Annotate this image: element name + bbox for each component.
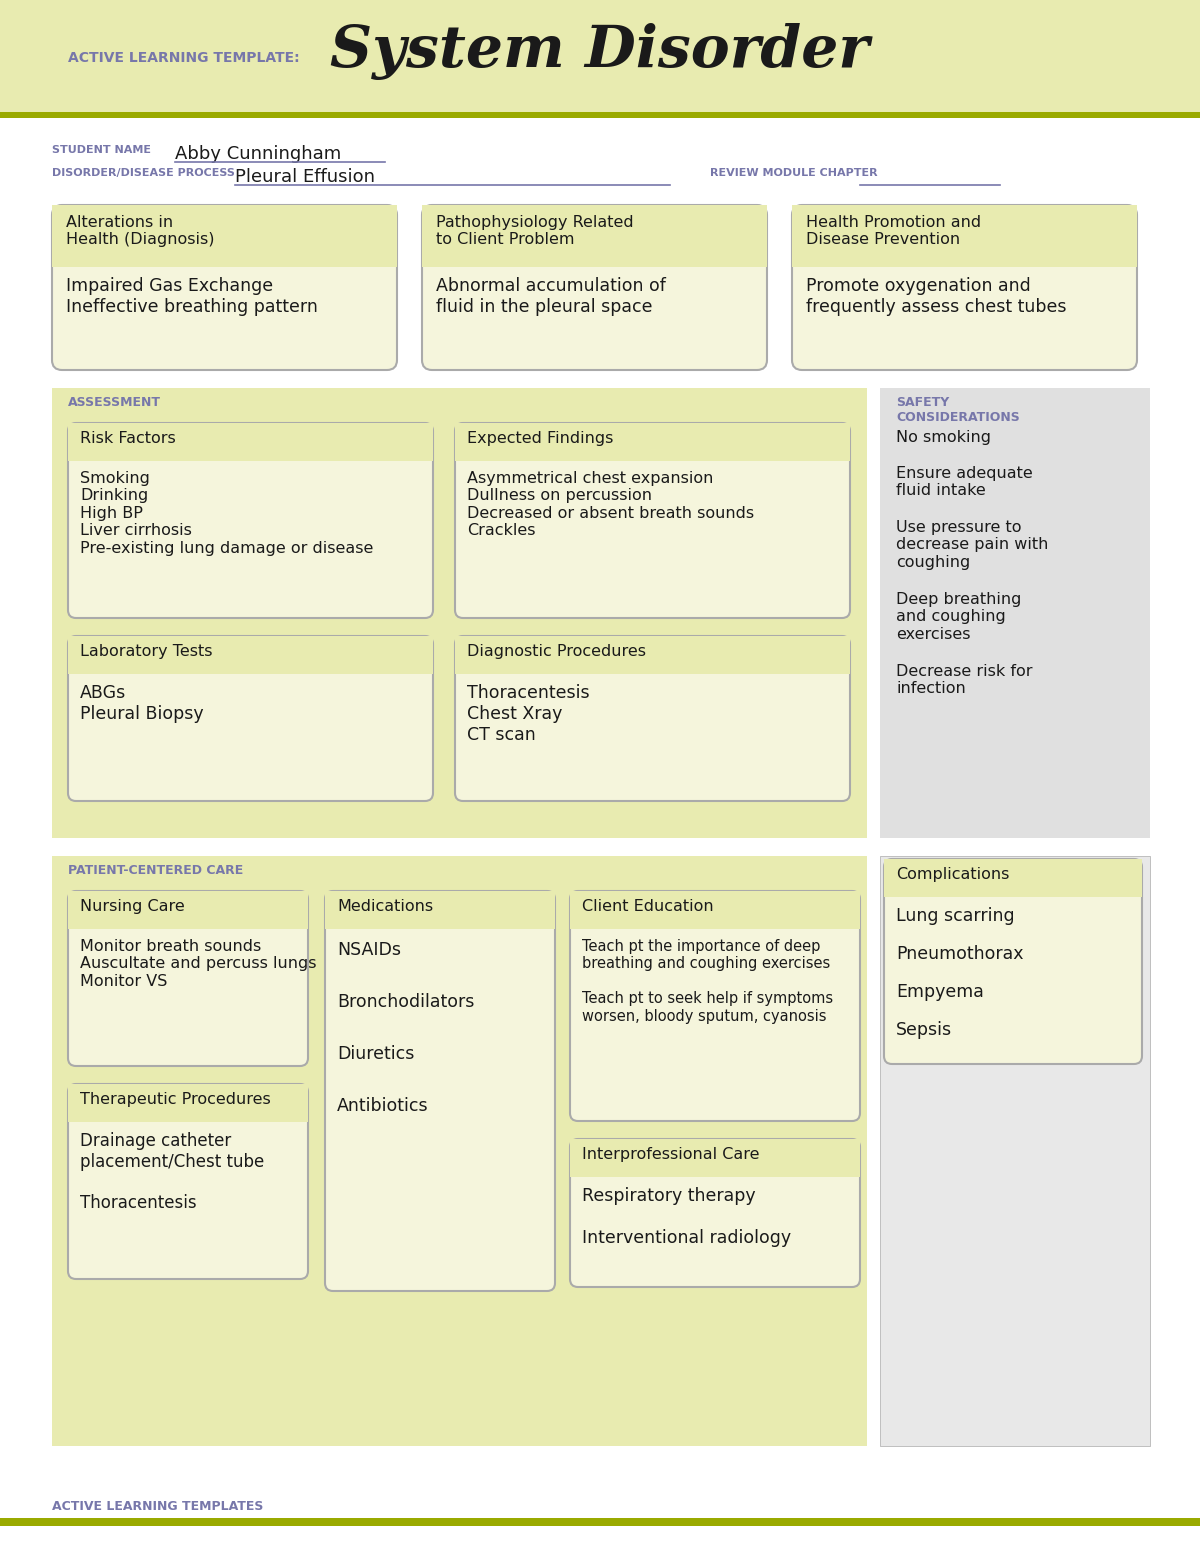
Bar <box>570 1138 860 1177</box>
Text: Diagnostic Procedures: Diagnostic Procedures <box>467 644 646 658</box>
Text: Use pressure to
decrease pain with
coughing: Use pressure to decrease pain with cough… <box>896 520 1049 570</box>
Text: DISORDER/DISEASE PROCESS: DISORDER/DISEASE PROCESS <box>52 168 235 179</box>
Text: Alterations in
Health (Diagnosis): Alterations in Health (Diagnosis) <box>66 214 215 247</box>
Text: ACTIVE LEARNING TEMPLATES: ACTIVE LEARNING TEMPLATES <box>52 1500 263 1513</box>
Text: Abby Cunningham: Abby Cunningham <box>175 144 341 163</box>
FancyBboxPatch shape <box>884 859 1142 1064</box>
Bar <box>68 1084 308 1121</box>
Text: Teach pt the importance of deep
breathing and coughing exercises

Teach pt to se: Teach pt the importance of deep breathin… <box>582 940 833 1023</box>
Text: Lung scarring: Lung scarring <box>896 907 1015 926</box>
Text: Abnormal accumulation of
fluid in the pleural space: Abnormal accumulation of fluid in the pl… <box>436 276 666 315</box>
Text: Laboratory Tests: Laboratory Tests <box>80 644 212 658</box>
Text: Impaired Gas Exchange
Ineffective breathing pattern: Impaired Gas Exchange Ineffective breath… <box>66 276 318 315</box>
Text: STUDENT NAME: STUDENT NAME <box>52 144 151 155</box>
Text: SAFETY
CONSIDERATIONS: SAFETY CONSIDERATIONS <box>896 396 1020 424</box>
Bar <box>455 422 850 461</box>
Text: Ensure adequate
fluid intake: Ensure adequate fluid intake <box>896 466 1033 499</box>
Text: System Disorder: System Disorder <box>330 23 869 81</box>
Bar <box>0 0 1200 115</box>
Text: Monitor breath sounds
Auscultate and percuss lungs
Monitor VS: Monitor breath sounds Auscultate and per… <box>80 940 317 989</box>
Text: Pleural Effusion: Pleural Effusion <box>235 168 374 186</box>
Bar <box>68 891 308 929</box>
Text: Interprofessional Care: Interprofessional Care <box>582 1148 760 1162</box>
Text: Smoking
Drinking
High BP
Liver cirrhosis
Pre-existing lung damage or disease: Smoking Drinking High BP Liver cirrhosis… <box>80 471 373 556</box>
Text: NSAIDs: NSAIDs <box>337 941 401 960</box>
Text: Pneumothorax: Pneumothorax <box>896 944 1024 963</box>
Text: Bronchodilators: Bronchodilators <box>337 992 474 1011</box>
Bar <box>880 388 1150 839</box>
Text: PATIENT-CENTERED CARE: PATIENT-CENTERED CARE <box>68 863 244 877</box>
Text: Empyema: Empyema <box>896 983 984 1002</box>
FancyBboxPatch shape <box>68 1084 308 1280</box>
Text: Nursing Care: Nursing Care <box>80 899 185 915</box>
Bar <box>52 856 866 1446</box>
FancyBboxPatch shape <box>52 205 397 370</box>
Bar <box>422 205 767 267</box>
Bar <box>792 205 1138 267</box>
FancyBboxPatch shape <box>68 422 433 618</box>
Text: Asymmetrical chest expansion
Dullness on percussion
Decreased or absent breath s: Asymmetrical chest expansion Dullness on… <box>467 471 754 539</box>
FancyBboxPatch shape <box>455 637 850 801</box>
Text: ABGs
Pleural Biopsy: ABGs Pleural Biopsy <box>80 683 204 722</box>
Text: Expected Findings: Expected Findings <box>467 432 613 446</box>
Text: No smoking: No smoking <box>896 430 991 446</box>
FancyBboxPatch shape <box>792 205 1138 370</box>
Bar <box>68 422 433 461</box>
FancyBboxPatch shape <box>325 891 554 1291</box>
Text: Thoracentesis
Chest Xray
CT scan: Thoracentesis Chest Xray CT scan <box>467 683 589 744</box>
Bar <box>884 859 1142 898</box>
Text: Drainage catheter
placement/Chest tube

Thoracentesis: Drainage catheter placement/Chest tube T… <box>80 1132 264 1213</box>
Text: Client Education: Client Education <box>582 899 714 915</box>
FancyBboxPatch shape <box>570 1138 860 1287</box>
FancyBboxPatch shape <box>68 891 308 1065</box>
Text: Risk Factors: Risk Factors <box>80 432 175 446</box>
Text: Medications: Medications <box>337 899 433 915</box>
Text: Decrease risk for
infection: Decrease risk for infection <box>896 665 1032 696</box>
Bar <box>0 1517 1200 1527</box>
Text: Respiratory therapy

Interventional radiology: Respiratory therapy Interventional radio… <box>582 1186 791 1247</box>
Bar <box>68 637 433 674</box>
Bar <box>455 637 850 674</box>
Bar <box>570 891 860 929</box>
Text: Deep breathing
and coughing
exercises: Deep breathing and coughing exercises <box>896 592 1021 641</box>
Text: Complications: Complications <box>896 867 1009 882</box>
Text: REVIEW MODULE CHAPTER: REVIEW MODULE CHAPTER <box>710 168 877 179</box>
Text: Health Promotion and
Disease Prevention: Health Promotion and Disease Prevention <box>806 214 982 247</box>
FancyBboxPatch shape <box>570 891 860 1121</box>
FancyBboxPatch shape <box>455 422 850 618</box>
Bar <box>880 856 1150 1446</box>
Bar <box>52 205 397 267</box>
Text: Pathophysiology Related
to Client Problem: Pathophysiology Related to Client Proble… <box>436 214 634 247</box>
Text: Diuretics: Diuretics <box>337 1045 414 1062</box>
FancyBboxPatch shape <box>422 205 767 370</box>
Text: Antibiotics: Antibiotics <box>337 1096 428 1115</box>
FancyBboxPatch shape <box>68 637 433 801</box>
Bar <box>325 891 554 929</box>
Bar <box>52 388 866 839</box>
Text: Therapeutic Procedures: Therapeutic Procedures <box>80 1092 271 1107</box>
Text: ACTIVE LEARNING TEMPLATE:: ACTIVE LEARNING TEMPLATE: <box>68 51 300 65</box>
Bar <box>0 112 1200 118</box>
Text: Promote oxygenation and
frequently assess chest tubes: Promote oxygenation and frequently asses… <box>806 276 1067 315</box>
Text: ASSESSMENT: ASSESSMENT <box>68 396 161 408</box>
Text: Sepsis: Sepsis <box>896 1020 952 1039</box>
